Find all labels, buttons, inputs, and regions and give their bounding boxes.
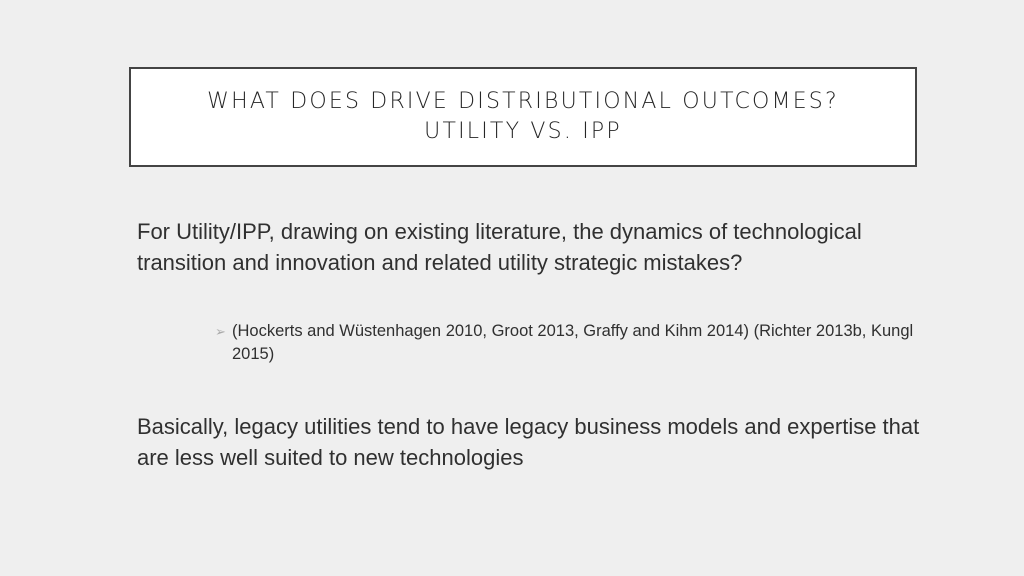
sub-bullet: ➢ (Hockerts and Wüstenhagen 2010, Groot …	[215, 320, 935, 366]
body-paragraph-2: Basically, legacy utilities tend to have…	[137, 414, 920, 470]
body-paragraph-1: For Utility/IPP, drawing on existing lit…	[137, 219, 862, 275]
citation-text: (Hockerts and Wüstenhagen 2010, Groot 20…	[232, 322, 914, 363]
title-line-1: WHAT DOES DRIVE DISTRIBUTIONAL OUTCOMES?	[207, 89, 839, 114]
title-line-2: UTILITY VS. IPP	[424, 119, 622, 144]
slide-title: WHAT DOES DRIVE DISTRIBUTIONAL OUTCOMES?…	[129, 67, 917, 167]
arrow-bullet-icon: ➢	[215, 324, 226, 339]
